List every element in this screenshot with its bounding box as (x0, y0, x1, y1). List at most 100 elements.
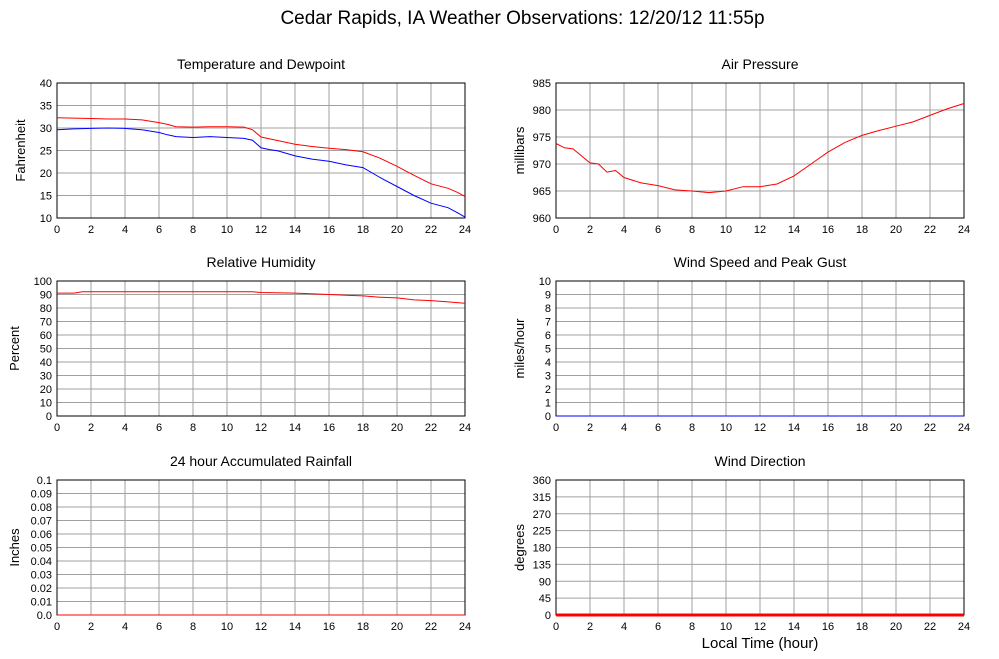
y-tick-label: 50 (40, 344, 52, 356)
y-tick-label: 0 (545, 411, 551, 423)
y-tick-label: 0.1 (37, 475, 52, 487)
x-tick-label: 14 (788, 621, 800, 633)
x-tick-label: 18 (357, 224, 369, 236)
x-tick-label: 14 (788, 224, 800, 236)
y-tick-label: 90 (539, 576, 551, 588)
x-tick-label: 2 (88, 224, 94, 236)
x-tick-label: 16 (822, 422, 834, 434)
y-tick-label: 965 (533, 186, 551, 198)
y-tick-label: 0.05 (31, 543, 52, 555)
y-tick-label: 970 (533, 159, 551, 171)
chart-title: Temperature and Dewpoint (177, 56, 345, 72)
y-tick-label: 0.0 (37, 610, 52, 622)
x-tick-label: 14 (289, 422, 301, 434)
x-tick-label: 10 (221, 621, 233, 633)
x-tick-label: 6 (156, 422, 162, 434)
x-tick-label: 16 (323, 224, 335, 236)
chart-title: Relative Humidity (207, 254, 316, 270)
x-tick-label: 14 (289, 621, 301, 633)
y-tick-label: 0.01 (31, 597, 52, 609)
x-tick-label: 14 (289, 224, 301, 236)
x-tick-label: 12 (754, 621, 766, 633)
x-tick-label: 0 (553, 422, 559, 434)
x-tick-label: 24 (459, 224, 471, 236)
y-tick-label: 0 (545, 610, 551, 622)
x-tick-label: 22 (924, 422, 936, 434)
x-tick-label: 2 (88, 422, 94, 434)
y-tick-label: 7 (545, 317, 551, 329)
y-tick-label: 8 (545, 303, 551, 315)
y-tick-label: 1 (545, 398, 551, 410)
y-tick-label: 10 (40, 213, 52, 225)
y-tick-label: 25 (40, 146, 52, 158)
x-tick-label: 6 (655, 224, 661, 236)
x-tick-label: 20 (391, 621, 403, 633)
series-line-0 (555, 103, 965, 194)
x-tick-label: 12 (255, 224, 267, 236)
x-tick-label: 8 (190, 422, 196, 434)
x-tick-label: 12 (754, 422, 766, 434)
y-tick-label: 0.02 (31, 583, 52, 595)
x-tick-label: 6 (156, 621, 162, 633)
x-tick-label: 0 (54, 422, 60, 434)
x-tick-label: 22 (425, 621, 437, 633)
y-axis-label: millibars (512, 126, 527, 174)
y-tick-label: 2 (545, 384, 551, 396)
x-tick-label: 22 (924, 224, 936, 236)
x-tick-label: 4 (621, 621, 627, 633)
y-tick-label: 225 (533, 526, 551, 538)
series-line-0 (57, 291, 466, 304)
y-tick-label: 0.03 (31, 570, 52, 582)
x-tick-label: 10 (720, 422, 732, 434)
x-tick-label: 16 (323, 621, 335, 633)
x-tick-label: 0 (553, 224, 559, 236)
x-tick-label: 8 (689, 224, 695, 236)
x-tick-label: 4 (621, 224, 627, 236)
x-tick-label: 8 (689, 621, 695, 633)
x-tick-label: 10 (720, 621, 732, 633)
y-tick-label: 0.09 (31, 489, 52, 501)
series-line-0 (56, 117, 466, 197)
x-axis-label: Local Time (hour) (701, 635, 819, 652)
y-tick-label: 960 (533, 213, 551, 225)
y-tick-label: 980 (533, 105, 551, 117)
x-tick-label: 16 (822, 224, 834, 236)
chart-title: Wind Speed and Peak Gust (674, 254, 847, 270)
y-tick-label: 315 (533, 492, 551, 504)
y-tick-label: 30 (40, 123, 52, 135)
x-tick-label: 8 (689, 422, 695, 434)
x-tick-label: 18 (856, 422, 868, 434)
x-tick-label: 6 (655, 621, 661, 633)
y-tick-label: 975 (533, 132, 551, 144)
x-tick-label: 20 (890, 621, 902, 633)
y-tick-label: 30 (40, 371, 52, 383)
x-tick-label: 0 (54, 621, 60, 633)
y-tick-label: 985 (533, 78, 551, 90)
y-tick-label: 90 (40, 290, 52, 302)
x-tick-label: 16 (822, 621, 834, 633)
y-tick-label: 40 (40, 357, 52, 369)
y-tick-label: 0.04 (31, 556, 52, 568)
y-tick-label: 20 (40, 384, 52, 396)
x-tick-label: 22 (924, 621, 936, 633)
plot-frame (56, 82, 466, 219)
x-tick-label: 18 (357, 422, 369, 434)
x-tick-label: 10 (221, 224, 233, 236)
x-tick-label: 4 (621, 422, 627, 434)
x-tick-label: 20 (890, 422, 902, 434)
x-tick-label: 12 (255, 422, 267, 434)
x-tick-label: 4 (122, 224, 128, 236)
x-tick-label: 4 (122, 422, 128, 434)
y-tick-label: 40 (40, 78, 52, 90)
y-tick-label: 360 (533, 475, 551, 487)
x-tick-label: 24 (958, 224, 970, 236)
x-tick-label: 2 (587, 422, 593, 434)
y-tick-label: 10 (40, 398, 52, 410)
x-tick-label: 10 (221, 422, 233, 434)
x-tick-label: 4 (122, 621, 128, 633)
